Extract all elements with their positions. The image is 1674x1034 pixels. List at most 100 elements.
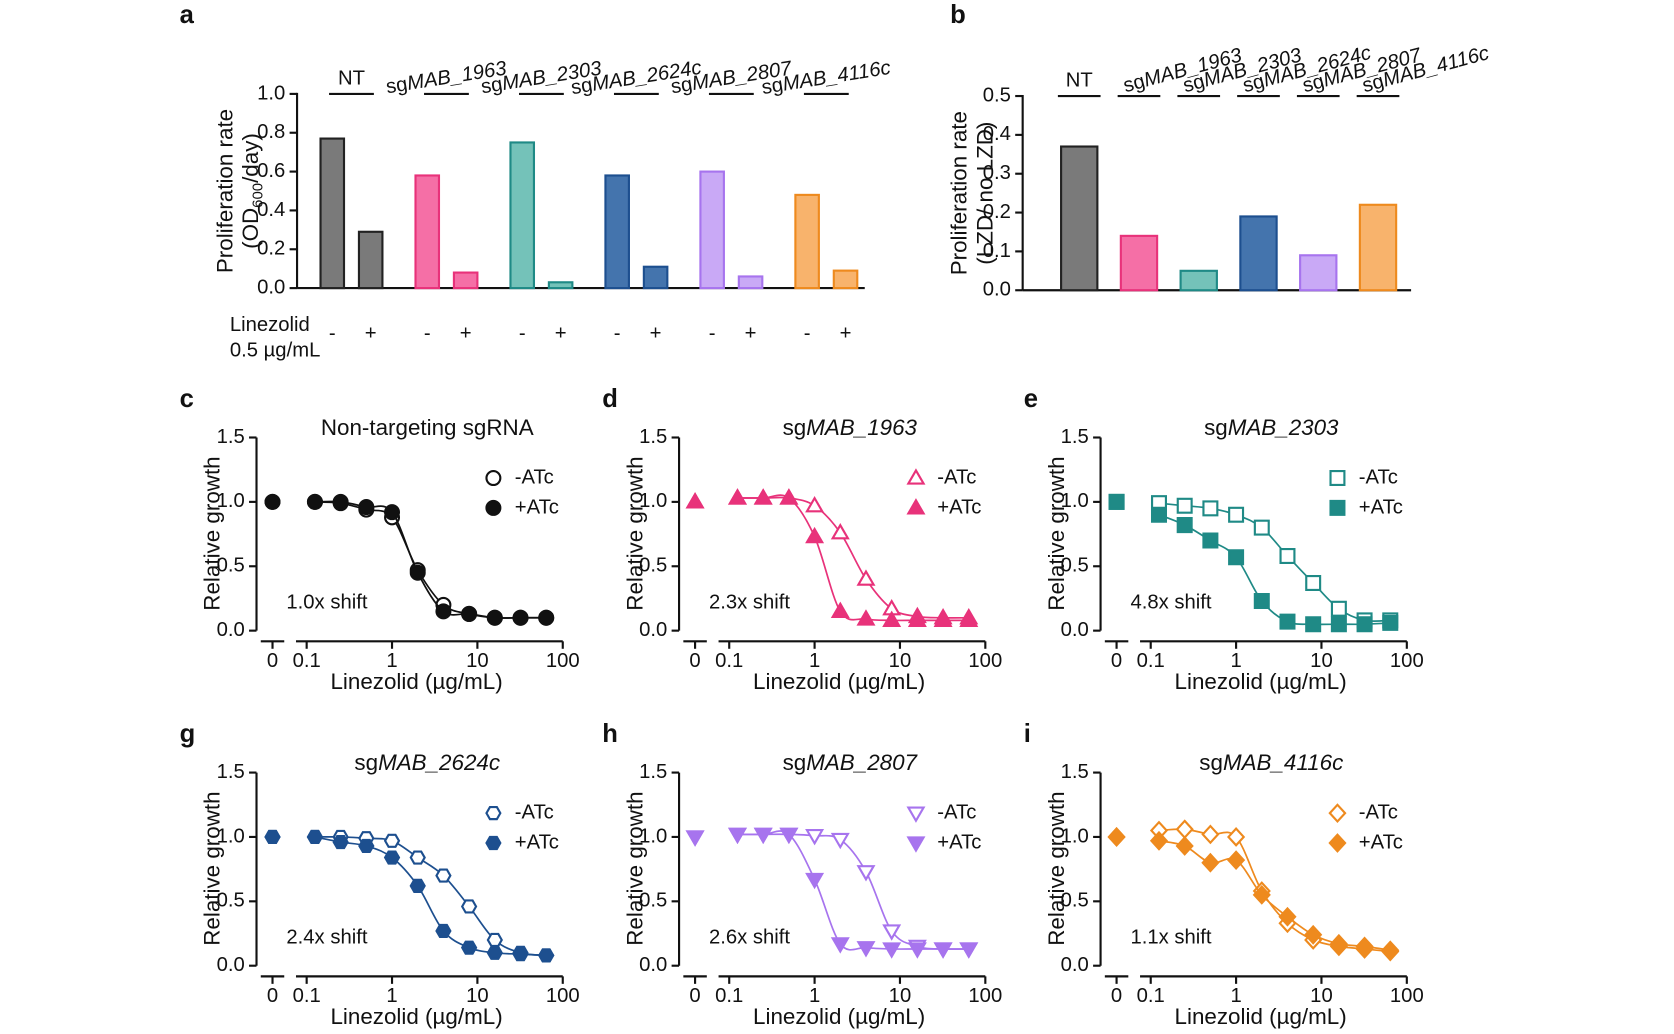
data-point bbox=[435, 868, 452, 883]
data-point bbox=[830, 523, 850, 540]
data-point bbox=[1304, 924, 1323, 945]
y-tick-label: 0.0 bbox=[257, 276, 285, 298]
y-tick-label: 0.5 bbox=[639, 555, 667, 577]
annotation: 2.4x shift bbox=[286, 926, 367, 948]
y-tick-label: 0.1 bbox=[983, 240, 1011, 262]
data-point bbox=[753, 827, 773, 845]
bar bbox=[1299, 254, 1338, 292]
group-label: NT bbox=[1066, 69, 1093, 91]
x-axis-label: Linezolid (µg/mL) bbox=[330, 669, 502, 694]
x-tick-label: 1 bbox=[809, 650, 820, 672]
data-point bbox=[805, 829, 825, 846]
chart-title: sgMAB_4116c bbox=[1199, 750, 1343, 775]
series-line bbox=[314, 500, 547, 619]
y-axis-label: Relative growth bbox=[200, 456, 225, 610]
series-line bbox=[314, 835, 547, 957]
data-point bbox=[959, 610, 979, 627]
data-point bbox=[306, 493, 323, 510]
x-tick-label: 0 bbox=[267, 650, 278, 672]
panel-letter: b bbox=[950, 1, 966, 29]
data-point bbox=[1228, 506, 1245, 523]
legend-marker bbox=[485, 499, 502, 516]
y-axis-label: (OD600/day) bbox=[238, 133, 266, 249]
annotation: 1.0x shift bbox=[286, 591, 367, 613]
data-point bbox=[805, 872, 825, 890]
y-axis-label: Proliferation rate bbox=[213, 109, 238, 273]
bar bbox=[319, 137, 346, 290]
data-point bbox=[1329, 933, 1348, 954]
data-point bbox=[1253, 519, 1270, 536]
bar bbox=[547, 281, 574, 290]
legend-label: -ATc bbox=[937, 801, 976, 823]
legend-label: +ATc bbox=[1359, 496, 1403, 518]
y-tick-label: 1.5 bbox=[1061, 426, 1089, 448]
x-axis-label: Linezolid (µg/mL) bbox=[1175, 1004, 1347, 1029]
x-tick-label: + bbox=[745, 322, 757, 344]
bar bbox=[414, 174, 441, 290]
data-point bbox=[830, 937, 850, 954]
y-tick-label: 0.2 bbox=[257, 238, 285, 260]
y-axis-label: Relative growth bbox=[1044, 791, 1069, 945]
data-point bbox=[779, 488, 799, 505]
chart-title: sgMAB_2624c bbox=[354, 750, 500, 775]
x-tick-label: 0 bbox=[1111, 985, 1122, 1007]
x-tick-label: - bbox=[709, 322, 716, 344]
x-axis-label: Linezolid (µg/mL) bbox=[330, 1004, 502, 1029]
x-tick-label: - bbox=[614, 322, 621, 344]
data-point bbox=[779, 827, 799, 845]
data-point bbox=[1108, 493, 1125, 510]
data-point bbox=[1279, 613, 1296, 630]
y-tick-label: 0.5 bbox=[217, 890, 245, 912]
bar bbox=[1179, 269, 1218, 292]
data-point bbox=[435, 923, 452, 939]
y-tick-label: 0.5 bbox=[639, 890, 667, 912]
data-point bbox=[486, 945, 503, 960]
panel-letter: i bbox=[1024, 720, 1031, 748]
data-point bbox=[856, 609, 876, 626]
x-tick-label: 1 bbox=[386, 650, 397, 672]
x-tick-label: - bbox=[804, 322, 811, 344]
data-point bbox=[805, 526, 825, 544]
panel-letter: h bbox=[602, 720, 618, 748]
x-tick-label: + bbox=[555, 322, 567, 344]
data-point bbox=[409, 878, 426, 893]
data-point bbox=[685, 830, 705, 847]
legend-marker bbox=[906, 806, 926, 823]
data-point bbox=[1202, 500, 1219, 517]
y-axis-label: Relative growth bbox=[622, 456, 647, 610]
legend-label: +ATc bbox=[937, 496, 981, 518]
y-tick-label: 0.0 bbox=[1061, 954, 1089, 976]
bar bbox=[452, 271, 479, 290]
y-tick-label: 0.0 bbox=[1061, 619, 1089, 641]
panel-letter: c bbox=[180, 385, 194, 413]
y-tick-label: 1.5 bbox=[639, 426, 667, 448]
x-axis-label: Linezolid (µg/mL) bbox=[1175, 669, 1347, 694]
x-tick-label: + bbox=[365, 322, 377, 344]
y-axis-label: Proliferation rate bbox=[947, 111, 972, 275]
data-point bbox=[933, 942, 953, 959]
data-point bbox=[1382, 614, 1399, 631]
chart-title: sgMAB_2303 bbox=[1204, 415, 1339, 440]
x-axis-label: 0.5 µg/mL bbox=[230, 339, 321, 361]
y-tick-label: 1.0 bbox=[639, 490, 667, 512]
legend-label: -ATc bbox=[1359, 801, 1398, 823]
data-point bbox=[1381, 940, 1400, 961]
panel-letter: a bbox=[180, 1, 195, 29]
data-point bbox=[685, 492, 705, 509]
data-point bbox=[306, 829, 324, 845]
x-tick-label: 1 bbox=[1230, 985, 1241, 1007]
data-point bbox=[1305, 616, 1322, 633]
data-point bbox=[1278, 906, 1297, 927]
y-axis-label: Relative growth bbox=[622, 791, 647, 945]
data-point bbox=[383, 833, 401, 848]
data-point bbox=[409, 850, 426, 865]
data-point bbox=[486, 932, 503, 948]
x-tick-label: 100 bbox=[546, 650, 580, 672]
bar bbox=[1119, 234, 1159, 292]
annotation: 2.6x shift bbox=[709, 926, 790, 948]
series-line bbox=[737, 494, 969, 622]
annotation: 4.8x shift bbox=[1130, 591, 1211, 613]
data-point bbox=[1228, 549, 1245, 566]
data-point bbox=[830, 601, 850, 618]
